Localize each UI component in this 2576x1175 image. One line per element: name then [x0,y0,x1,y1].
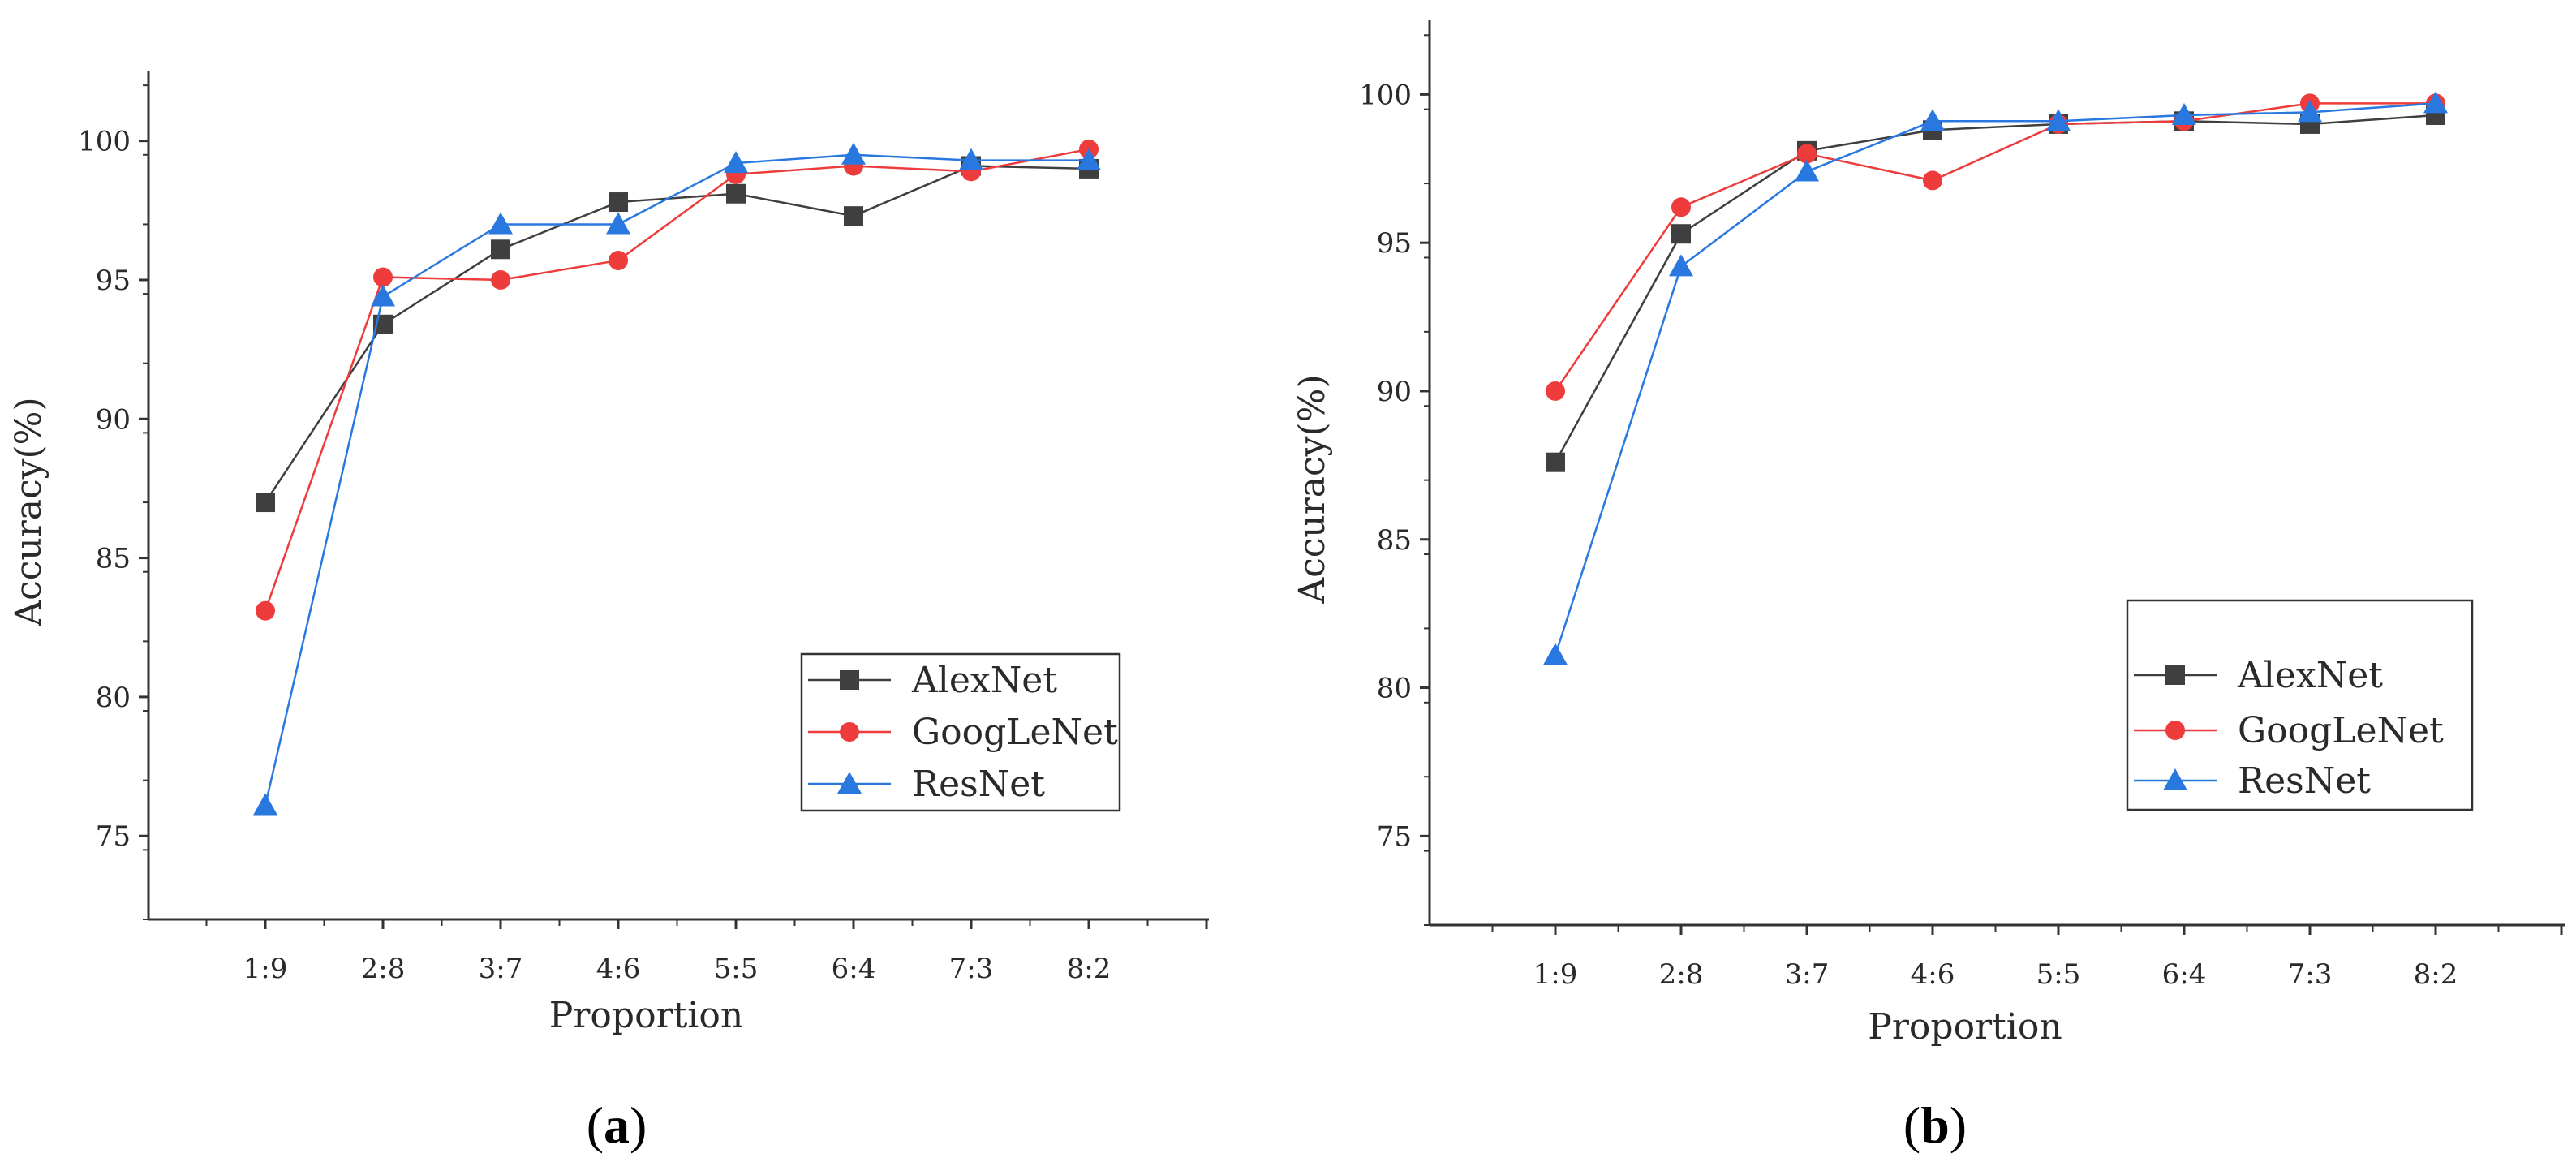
x-tick-label: 1:9 [243,953,288,985]
series-line-resnet [1554,102,2436,656]
legend-marker-resnet [837,772,862,794]
caption-close: ) [1950,1096,1967,1154]
legend-marker-googlenet [2165,721,2185,740]
y-tick-label: 75 [96,820,131,853]
y-tick-label: 85 [96,543,131,575]
data-point-alexnet [609,192,628,213]
data-point-resnet [2423,91,2448,114]
x-tick-label: 8:2 [1067,953,1112,985]
data-point-googlenet [1797,144,1817,164]
y-tick-label: 80 [96,682,131,714]
data-point-alexnet [726,183,746,204]
data-point-resnet [1795,159,1819,182]
series-line-alexnet [264,165,1090,503]
data-point-resnet [2046,109,2071,131]
x-tick-label: 5:5 [2036,958,2081,991]
data-point-resnet [2298,100,2322,123]
series-line-googlenet [1554,102,2436,392]
x-tick-label: 4:6 [1911,958,1955,991]
series-line-googlenet [264,148,1090,612]
data-point-googlenet [256,600,275,621]
x-tick-label: 3:7 [1785,958,1830,991]
data-point-resnet [2172,102,2196,125]
series-line-resnet [264,153,1089,806]
x-tick-label: 5:5 [714,953,759,985]
data-point-googlenet [1923,170,1942,191]
x-tick-label: 6:4 [2162,958,2207,991]
y-tick-label: 95 [96,265,131,297]
x-axis-title: Proportion [1868,1006,2062,1048]
y-tick-label: 90 [96,403,131,436]
caption-letter: a [604,1096,630,1154]
x-tick-label: 8:2 [2414,958,2458,991]
caption-close: ) [630,1096,647,1154]
chart-panel-b: 75 80 85 90 95 100 1:9 2:8 3:7 4:6 5:5 6:4 7:3 8:2 Pro… [1292,20,2565,1154]
legend-label-resnet: ResNet [2238,760,2371,802]
data-point-alexnet [1546,452,1565,472]
legend-label-googlenet: GoogLeNet [2238,710,2444,751]
panel-caption: (a) [587,1096,647,1154]
data-point-alexnet [1671,224,1691,244]
data-point-resnet [371,284,395,307]
x-axis-title: Proportion [549,995,743,1036]
legend-box [2126,599,2474,811]
data-point-googlenet [1546,381,1565,401]
data-point-resnet [1669,254,1693,277]
data-point-resnet [959,148,983,170]
legend-marker-alexnet [2165,665,2185,685]
data-point-googlenet [373,267,393,287]
data-point-resnet [724,151,748,174]
caption-open: ( [1903,1096,1920,1154]
legend-label-googlenet: GoogLeNet [912,712,1118,753]
y-tick-label: 100 [78,126,131,158]
x-tick-label: 7:3 [949,953,994,985]
x-tick-label: 1:9 [1533,958,1578,991]
legend-label-alexnet: AlexNet [911,660,1057,701]
x-tick-label: 2:8 [1659,958,1704,991]
x-tick-label: 3:7 [479,953,523,985]
y-tick-label: 75 [1377,820,1412,853]
data-point-alexnet [491,239,510,260]
data-point-googlenet [491,269,510,290]
legend-label-alexnet: AlexNet [2237,655,2383,696]
data-point-resnet [841,142,866,165]
legend-label-resnet: ResNet [912,764,1045,805]
legend-marker-googlenet [840,722,859,742]
y-tick-label: 100 [1359,79,1412,111]
caption-open: ( [587,1096,604,1154]
series-line-alexnet [1554,114,2436,463]
x-tick-label: 2:8 [361,953,406,985]
data-point-resnet [488,212,513,235]
legend-marker-resnet [2163,768,2187,790]
data-point-googlenet [1671,197,1691,217]
legend-marker-alexnet [840,670,859,690]
y-axis-title: Accuracy(%) [1292,374,1333,604]
x-tick-label: 7:3 [2288,958,2333,991]
y-tick-label: 85 [1377,524,1412,557]
panel-caption: (b) [1903,1096,1967,1154]
y-tick-label: 90 [1377,376,1412,408]
y-axis-title: Accuracy(%) [8,397,49,626]
data-point-alexnet [844,206,863,226]
data-point-resnet [606,212,630,235]
x-tick-label: 4:6 [596,953,641,985]
data-point-resnet [1920,109,1945,131]
data-point-resnet [253,793,277,816]
data-point-resnet [1077,148,1101,170]
y-tick-label: 80 [1377,673,1412,705]
caption-letter: b [1920,1096,1950,1154]
y-tick-label: 95 [1377,227,1412,260]
data-point-resnet [1543,643,1568,665]
x-tick-label: 6:4 [832,953,876,985]
data-point-googlenet [609,250,628,270]
chart-panel-a: 75 80 85 90 95 100 1:9 2:8 3:7 4:6 5:5 6:4 7:3 8:2 Pro… [8,71,1209,1154]
data-point-alexnet [256,493,275,513]
